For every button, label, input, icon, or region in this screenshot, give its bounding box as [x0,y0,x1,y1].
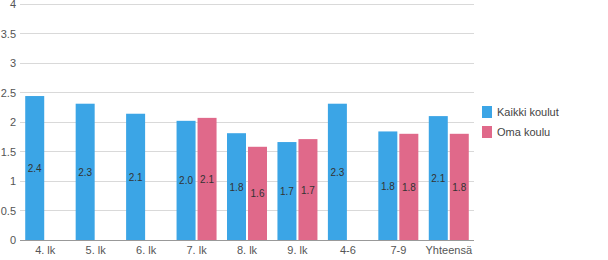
data-label: 1.8 [402,182,416,193]
bar [198,118,217,240]
data-label: 1.8 [381,181,395,192]
bar [328,104,347,240]
x-tick-label: 6. lk [136,244,157,256]
x-tick-label: 4-6 [340,244,356,256]
x-tick-label: 8. lk [237,244,258,256]
y-tick-label: 3.5 [1,28,16,40]
data-label: 2.1 [129,172,143,183]
y-tick-label: 1.5 [1,146,16,158]
bar [298,139,317,240]
grid-line [20,92,474,93]
bar [126,114,145,240]
data-label: 2.1 [200,174,214,185]
y-tick-label: 0 [10,234,16,246]
bars [25,96,469,240]
data-label: 2.0 [179,175,193,186]
bar [429,116,448,240]
data-labels: 2.4 2.3 2.1 2.0 2.1 1.8 1.6 1.7 1.7 2.3 1.8 1.8 2.1 1… [28,163,467,199]
y-tick-label: 1 [10,175,16,187]
bar [25,96,44,240]
bar [76,104,95,240]
data-label: 2.3 [330,167,344,178]
x-tick-label: 7-9 [390,244,406,256]
x-tick-label: 5. lk [86,244,107,256]
legend-swatch [482,126,492,138]
legend-label: Kaikki koulut [497,106,559,118]
legend: Kaikki koulut Oma koulu [482,106,559,138]
data-label: 1.8 [230,182,244,193]
data-label: 2.1 [431,173,445,184]
bar [227,133,246,240]
bar [277,142,296,240]
data-label: 2.3 [78,167,92,178]
bar [399,134,418,240]
y-tick-label: 3 [10,57,16,69]
grid-line [20,63,474,64]
data-label: 1.7 [301,185,315,196]
data-label: 1.8 [452,182,466,193]
y-tick-label: 4 [10,0,16,10]
data-label: 1.7 [280,186,294,197]
bar [450,134,469,240]
grid-line [20,4,474,5]
y-tick-label: 2.5 [1,87,16,99]
y-tick-label: 2 [10,116,16,128]
legend-label: Oma koulu [497,126,550,138]
data-label: 2.4 [28,163,42,174]
bar [378,131,397,240]
data-label: 1.6 [251,188,265,199]
x-tick-label: Yhteensä [426,244,473,256]
bar [177,121,196,240]
legend-swatch [482,106,492,118]
grid-line [20,33,474,34]
x-tick-label: 7. lk [186,244,207,256]
y-tick-label: 0.5 [1,205,16,217]
chart: 0 0.5 1 1.5 2 2.5 3 3.5 4 2.4 2.3 2.1 2.0 2.1 1.8 1.6 1.… [0,0,608,260]
bar [248,147,267,240]
x-tick-label: 4. lk [35,244,56,256]
x-tick-label: 9. lk [287,244,308,256]
